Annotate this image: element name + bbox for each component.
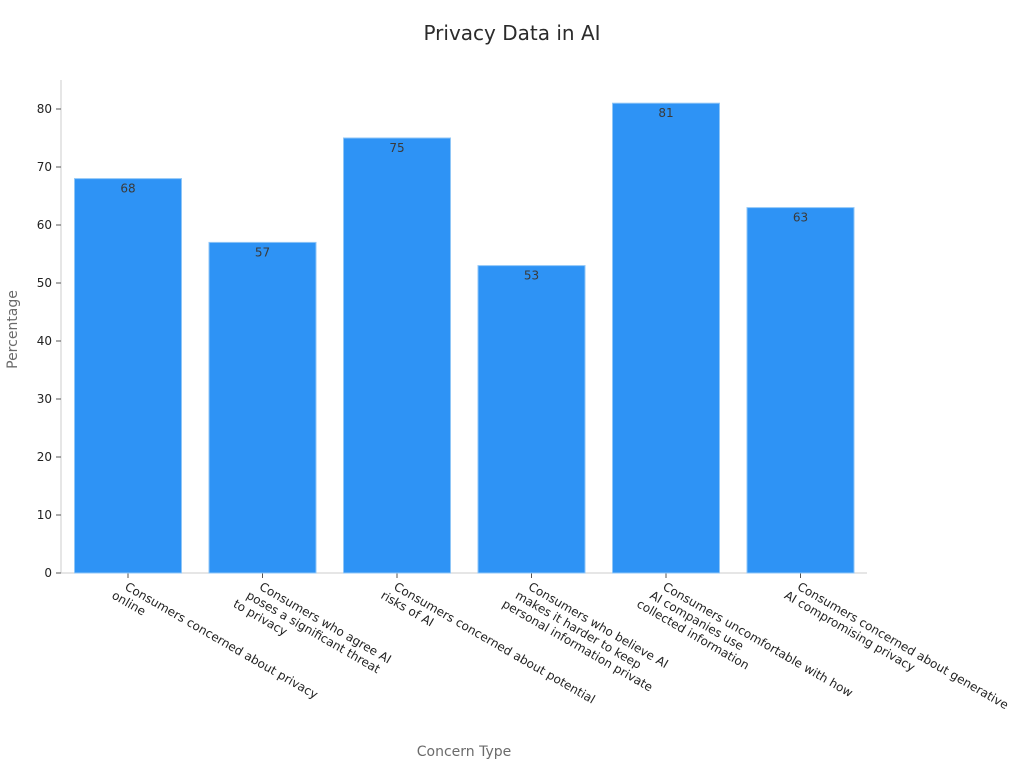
y-tick-label: 10 (37, 508, 52, 522)
x-tick-label: Consumers who agree AIposes a significan… (231, 572, 394, 690)
chart-title: Privacy Data in AI (423, 21, 600, 45)
bar-value-label: 53 (524, 269, 539, 283)
x-tick-label: Consumers concerned about generativeAI c… (782, 576, 1011, 724)
y-tick-label: 30 (37, 392, 52, 406)
y-tick-label: 20 (37, 450, 52, 464)
bar (74, 178, 182, 574)
bar (612, 102, 720, 574)
bar-value-label: 63 (793, 211, 808, 225)
bar-value-label: 68 (120, 182, 135, 196)
y-axis-title: Percentage (5, 290, 21, 369)
y-tick-label: 60 (37, 218, 52, 232)
bars (74, 102, 855, 574)
x-tick-labels: Consumers concerned about privacyonline C… (109, 572, 1011, 724)
y-tick-labels: 0 10 20 30 40 50 60 70 80 (37, 102, 52, 580)
axes (56, 80, 867, 578)
y-tick-label: 50 (37, 276, 52, 290)
bar (208, 241, 317, 574)
x-axis-title: Concern Type (417, 744, 512, 760)
bar (477, 265, 586, 574)
x-tick-label: Consumers who believe AImakes it harder … (500, 572, 671, 695)
bar (746, 207, 855, 574)
y-tick-label: 40 (37, 334, 52, 348)
bar-value-label: 75 (389, 141, 404, 155)
y-tick-label: 70 (37, 160, 52, 174)
bar (343, 137, 451, 574)
x-tick-label-line: Consumers concerned about generative (795, 579, 1011, 712)
y-tick-label: 0 (44, 566, 52, 580)
data-labels: 68 57 75 53 81 63 (120, 106, 808, 282)
bar-value-label: 81 (658, 106, 673, 120)
y-tick-label: 80 (37, 102, 52, 116)
bar-value-label: 57 (255, 245, 270, 259)
